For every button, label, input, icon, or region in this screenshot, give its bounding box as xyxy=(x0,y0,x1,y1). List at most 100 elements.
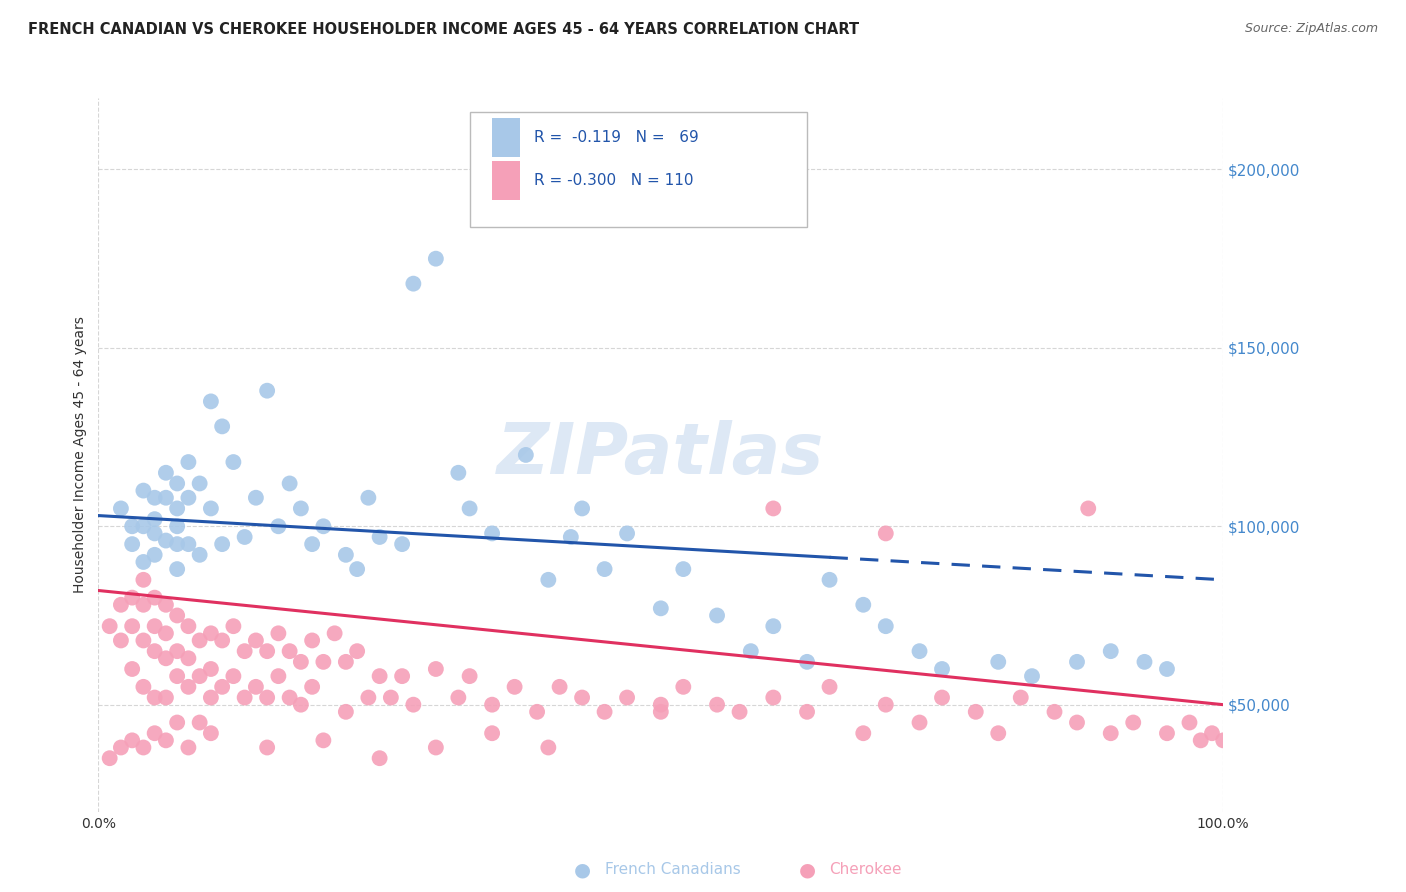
Point xyxy=(875,698,897,712)
Point xyxy=(357,690,380,705)
Point xyxy=(368,530,391,544)
Point xyxy=(818,680,841,694)
Text: ●: ● xyxy=(799,860,815,880)
FancyBboxPatch shape xyxy=(492,118,520,157)
FancyBboxPatch shape xyxy=(470,112,807,227)
Point xyxy=(200,662,222,676)
Point xyxy=(132,680,155,694)
Point xyxy=(526,705,548,719)
Point xyxy=(143,726,166,740)
Point xyxy=(177,491,200,505)
Point xyxy=(1010,690,1032,705)
Point xyxy=(121,519,143,533)
Point xyxy=(233,690,256,705)
Point xyxy=(312,655,335,669)
Point xyxy=(155,690,177,705)
Point xyxy=(143,619,166,633)
Point xyxy=(177,619,200,633)
Point xyxy=(425,252,447,266)
Point xyxy=(458,669,481,683)
Point xyxy=(200,394,222,409)
Point xyxy=(200,726,222,740)
Point xyxy=(728,705,751,719)
Point xyxy=(121,619,143,633)
Point xyxy=(593,705,616,719)
Point xyxy=(143,690,166,705)
Point xyxy=(155,598,177,612)
Point xyxy=(481,698,503,712)
Point xyxy=(1178,715,1201,730)
Point xyxy=(188,476,211,491)
Point xyxy=(425,740,447,755)
Point xyxy=(987,726,1010,740)
Point xyxy=(1077,501,1099,516)
Point xyxy=(650,705,672,719)
Point xyxy=(368,751,391,765)
Point xyxy=(256,644,278,658)
Point xyxy=(166,519,188,533)
Point xyxy=(571,690,593,705)
Point xyxy=(110,501,132,516)
Point xyxy=(166,608,188,623)
Point xyxy=(132,573,155,587)
Point xyxy=(188,669,211,683)
Point xyxy=(852,598,875,612)
Text: ●: ● xyxy=(574,860,591,880)
Point xyxy=(121,733,143,747)
Point xyxy=(256,384,278,398)
Point xyxy=(346,644,368,658)
Point xyxy=(177,740,200,755)
Point xyxy=(245,680,267,694)
Point xyxy=(425,662,447,676)
Text: French Canadians: French Canadians xyxy=(605,863,741,877)
Text: R =  -0.119   N =   69: R = -0.119 N = 69 xyxy=(534,130,699,145)
Point xyxy=(143,644,166,658)
Point xyxy=(1099,644,1122,658)
Point xyxy=(447,466,470,480)
Point xyxy=(110,633,132,648)
Point xyxy=(335,548,357,562)
Point xyxy=(132,555,155,569)
Point xyxy=(852,726,875,740)
Point xyxy=(222,455,245,469)
Point xyxy=(233,644,256,658)
Point xyxy=(481,726,503,740)
Point xyxy=(301,633,323,648)
Point xyxy=(132,519,155,533)
Point xyxy=(335,705,357,719)
Point xyxy=(1156,726,1178,740)
Point xyxy=(908,715,931,730)
Point xyxy=(1066,715,1088,730)
Point xyxy=(290,655,312,669)
Point xyxy=(166,644,188,658)
Point xyxy=(357,491,380,505)
Point xyxy=(672,562,695,576)
Point xyxy=(132,740,155,755)
Point xyxy=(155,733,177,747)
Point xyxy=(571,501,593,516)
Point xyxy=(560,530,582,544)
Point xyxy=(931,690,953,705)
Point xyxy=(143,491,166,505)
Point xyxy=(245,633,267,648)
Point xyxy=(796,705,818,719)
Text: ZIPatlas: ZIPatlas xyxy=(498,420,824,490)
Point xyxy=(672,680,695,694)
Point xyxy=(616,690,638,705)
Point xyxy=(1122,715,1144,730)
Point xyxy=(110,740,132,755)
Point xyxy=(762,501,785,516)
Point xyxy=(256,690,278,705)
Point xyxy=(312,733,335,747)
Point xyxy=(177,537,200,551)
Point xyxy=(177,651,200,665)
Point xyxy=(143,512,166,526)
Point xyxy=(323,626,346,640)
Point xyxy=(121,591,143,605)
Point xyxy=(222,619,245,633)
Point xyxy=(875,526,897,541)
Point xyxy=(211,633,233,648)
Point xyxy=(155,466,177,480)
Point xyxy=(166,562,188,576)
Point xyxy=(650,698,672,712)
